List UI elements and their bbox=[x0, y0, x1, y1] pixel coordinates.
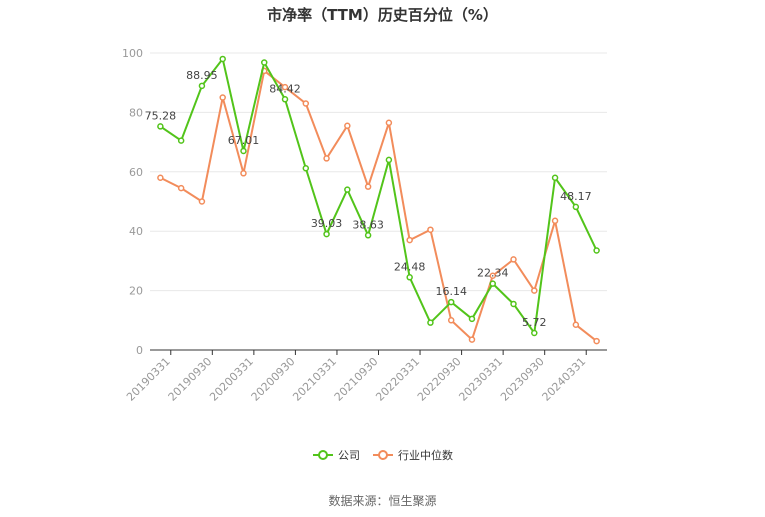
data-point bbox=[344, 186, 351, 193]
data-point bbox=[323, 230, 330, 238]
x-tick-label: 20240331 bbox=[540, 355, 589, 404]
data-point bbox=[344, 122, 351, 130]
data-point bbox=[219, 94, 226, 101]
data-point bbox=[157, 123, 164, 130]
legend-label: 行业中位数 bbox=[398, 448, 453, 462]
data-point bbox=[261, 59, 268, 66]
x-tick-label: 20220331 bbox=[373, 355, 422, 404]
x-tick-label: 20230930 bbox=[498, 355, 547, 404]
data-point bbox=[157, 174, 164, 181]
data-point bbox=[281, 83, 289, 91]
data-point bbox=[468, 315, 476, 323]
data-point bbox=[551, 217, 559, 225]
data-point bbox=[593, 247, 600, 254]
x-tick-label: 20200331 bbox=[207, 355, 256, 404]
data-point bbox=[572, 203, 580, 211]
data-label: 24.48 bbox=[394, 260, 426, 273]
x-tick-label: 20200930 bbox=[249, 355, 298, 404]
data-label: 67.01 bbox=[228, 134, 260, 147]
data-source-note: 数据来源：恒生聚源 bbox=[328, 494, 437, 508]
data-point bbox=[427, 319, 434, 326]
x-tick-label: 20210930 bbox=[332, 355, 381, 404]
data-label: 5.72 bbox=[522, 316, 547, 329]
data-point bbox=[551, 174, 559, 181]
data-point bbox=[447, 317, 455, 324]
chart-title: 市净率（TTM）历史百分位（%） bbox=[267, 6, 498, 24]
data-point bbox=[240, 170, 247, 177]
data-label: 75.28 bbox=[145, 109, 177, 122]
data-point bbox=[281, 96, 289, 103]
data-point bbox=[531, 329, 538, 337]
legend-swatch-marker bbox=[378, 450, 388, 460]
data-point bbox=[198, 82, 206, 90]
x-tick-label: 20190930 bbox=[166, 355, 215, 404]
data-label: 39.03 bbox=[311, 217, 343, 230]
x-tick-label: 20190331 bbox=[124, 355, 173, 404]
data-point bbox=[531, 287, 538, 294]
data-point bbox=[489, 272, 496, 279]
y-tick-label: 100 bbox=[122, 47, 143, 60]
x-tick-label: 20220930 bbox=[415, 355, 464, 404]
x-tick-label: 20210331 bbox=[290, 355, 339, 404]
y-tick-label: 40 bbox=[129, 225, 143, 238]
data-point bbox=[406, 236, 413, 244]
data-label: 38.63 bbox=[352, 218, 384, 231]
series-line bbox=[159, 69, 598, 342]
data-point bbox=[177, 137, 185, 144]
data-point bbox=[406, 274, 413, 281]
data-point bbox=[198, 198, 206, 205]
data-point bbox=[240, 147, 247, 155]
y-tick-label: 20 bbox=[129, 285, 143, 298]
data-label: 88.95 bbox=[186, 69, 218, 82]
data-label: 48.17 bbox=[560, 190, 592, 203]
data-label: 84.42 bbox=[269, 82, 301, 95]
data-point bbox=[489, 280, 496, 287]
data-point bbox=[177, 184, 185, 192]
legend-label: 公司 bbox=[338, 449, 360, 462]
data-point bbox=[468, 336, 476, 343]
data-point bbox=[427, 226, 434, 233]
data-label: 16.14 bbox=[435, 285, 467, 298]
data-point bbox=[302, 100, 310, 107]
data-point bbox=[364, 183, 372, 190]
data-point bbox=[593, 337, 600, 345]
legend-swatch-marker bbox=[318, 450, 328, 460]
data-point bbox=[302, 164, 310, 172]
data-point bbox=[510, 256, 517, 263]
data-point bbox=[385, 156, 393, 164]
data-point bbox=[385, 119, 393, 127]
x-tick-label: 20230331 bbox=[456, 355, 505, 404]
data-label: 22.34 bbox=[477, 267, 509, 280]
y-tick-label: 0 bbox=[136, 344, 143, 357]
data-point bbox=[447, 298, 455, 306]
data-point bbox=[364, 232, 372, 239]
y-tick-label: 60 bbox=[129, 166, 143, 179]
y-tick-label: 80 bbox=[129, 106, 143, 119]
data-point bbox=[510, 300, 517, 308]
data-point bbox=[323, 155, 330, 162]
series-line bbox=[159, 56, 598, 336]
data-point bbox=[572, 321, 580, 329]
data-point bbox=[219, 55, 226, 63]
